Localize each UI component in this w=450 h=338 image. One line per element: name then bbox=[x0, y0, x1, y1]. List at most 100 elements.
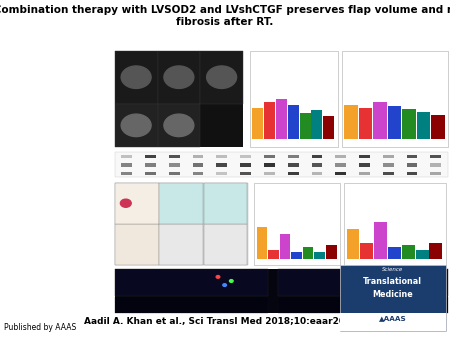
Bar bbox=[288, 155, 298, 158]
Bar bbox=[115, 104, 158, 147]
Bar bbox=[402, 109, 416, 139]
Circle shape bbox=[207, 66, 237, 89]
Circle shape bbox=[164, 114, 194, 137]
Circle shape bbox=[121, 66, 151, 89]
Bar bbox=[288, 105, 299, 139]
Bar bbox=[431, 164, 441, 167]
Bar bbox=[169, 155, 180, 158]
Bar bbox=[359, 172, 370, 175]
Text: Aadil A. Khan et al., Sci Transl Med 2018;10:eaar2041: Aadil A. Khan et al., Sci Transl Med 201… bbox=[84, 317, 357, 326]
Bar bbox=[344, 105, 358, 139]
Bar bbox=[373, 102, 387, 139]
Bar bbox=[158, 104, 200, 147]
Circle shape bbox=[164, 66, 194, 89]
Bar bbox=[254, 183, 340, 265]
Bar bbox=[264, 164, 275, 167]
Bar bbox=[193, 155, 203, 158]
Bar bbox=[402, 245, 415, 259]
Bar bbox=[288, 172, 298, 175]
Bar bbox=[200, 51, 243, 104]
Bar bbox=[216, 164, 227, 167]
Text: Science: Science bbox=[382, 267, 403, 272]
Bar bbox=[342, 51, 448, 147]
Bar bbox=[335, 155, 346, 158]
Bar bbox=[315, 252, 325, 259]
Bar bbox=[121, 172, 132, 175]
Bar bbox=[278, 269, 448, 296]
Bar bbox=[335, 172, 346, 175]
Text: ▲AAAS: ▲AAAS bbox=[379, 316, 406, 321]
Bar bbox=[407, 172, 418, 175]
Bar bbox=[388, 247, 401, 259]
Bar bbox=[383, 155, 394, 158]
Bar bbox=[145, 164, 156, 167]
Bar bbox=[264, 102, 275, 139]
Text: Fig. 6 Combination therapy with LVSOD2 and LVshCTGF preserves flap volume and re: Fig. 6 Combination therapy with LVSOD2 a… bbox=[0, 5, 450, 27]
Bar bbox=[115, 51, 158, 104]
Bar bbox=[303, 247, 314, 259]
Bar bbox=[115, 269, 268, 296]
Bar bbox=[159, 224, 203, 265]
Bar bbox=[264, 155, 275, 158]
Text: Medicine: Medicine bbox=[372, 290, 413, 299]
Circle shape bbox=[230, 280, 233, 282]
Bar bbox=[145, 172, 156, 175]
Bar bbox=[311, 164, 322, 167]
Bar bbox=[407, 164, 418, 167]
Bar bbox=[311, 172, 322, 175]
Bar bbox=[264, 172, 275, 175]
Bar bbox=[193, 164, 203, 167]
Bar bbox=[121, 155, 132, 158]
Circle shape bbox=[121, 199, 131, 207]
Bar bbox=[383, 164, 394, 167]
Bar bbox=[115, 183, 248, 265]
Bar bbox=[326, 245, 337, 259]
Circle shape bbox=[223, 284, 226, 286]
Bar bbox=[429, 243, 442, 259]
Bar bbox=[115, 183, 158, 224]
Bar bbox=[291, 252, 302, 259]
Bar bbox=[431, 172, 441, 175]
Bar bbox=[431, 115, 445, 139]
Bar bbox=[169, 164, 180, 167]
Bar bbox=[121, 164, 132, 167]
Circle shape bbox=[121, 114, 151, 137]
Bar bbox=[383, 172, 394, 175]
Bar bbox=[278, 297, 448, 313]
Bar bbox=[252, 107, 263, 139]
Bar bbox=[344, 183, 446, 265]
Bar bbox=[115, 51, 243, 147]
Bar bbox=[193, 172, 203, 175]
Bar bbox=[115, 224, 158, 265]
Bar bbox=[407, 155, 418, 158]
Bar bbox=[256, 227, 267, 259]
Bar bbox=[359, 107, 372, 139]
Bar bbox=[240, 172, 251, 175]
Bar bbox=[311, 111, 323, 139]
Bar bbox=[240, 155, 251, 158]
Bar bbox=[204, 224, 247, 265]
Bar bbox=[335, 164, 346, 167]
Circle shape bbox=[216, 275, 220, 278]
Bar bbox=[250, 51, 338, 147]
Bar bbox=[346, 229, 360, 259]
Text: Published by AAAS: Published by AAAS bbox=[4, 323, 77, 332]
Bar bbox=[115, 297, 268, 313]
Bar bbox=[288, 164, 298, 167]
Bar bbox=[417, 112, 430, 139]
Bar bbox=[216, 155, 227, 158]
Bar bbox=[159, 183, 203, 224]
Bar bbox=[204, 183, 247, 224]
Bar bbox=[240, 164, 251, 167]
Bar bbox=[145, 155, 156, 158]
Bar bbox=[416, 249, 428, 259]
Bar bbox=[300, 113, 310, 139]
Bar bbox=[324, 116, 334, 139]
Text: Translational: Translational bbox=[363, 276, 422, 286]
Bar bbox=[276, 99, 287, 139]
Bar bbox=[311, 155, 322, 158]
Bar bbox=[359, 155, 370, 158]
Bar bbox=[374, 222, 387, 259]
Bar bbox=[279, 234, 290, 259]
Bar bbox=[359, 164, 370, 167]
